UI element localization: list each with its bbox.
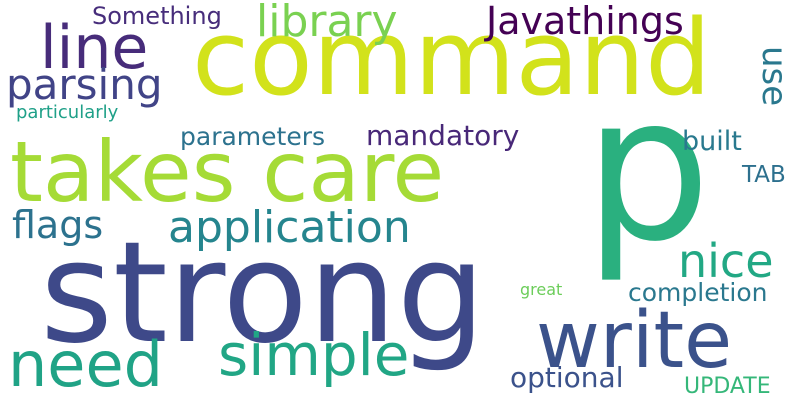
word-mandatory: mandatory [366, 122, 519, 150]
word-update: UPDATE [684, 376, 771, 398]
word-particularly: particularly [16, 104, 118, 122]
word-need: need [8, 334, 163, 396]
word-application: application [168, 206, 411, 250]
word-library: library [256, 0, 398, 44]
word-simple: simple [218, 326, 409, 384]
word-tab: TAB [742, 164, 786, 187]
word-something: Something [92, 4, 222, 28]
word-built: built [682, 128, 742, 155]
word-completion: completion [628, 280, 767, 305]
word-parsing: parsing [6, 64, 163, 106]
word-great: great [520, 282, 562, 298]
word-parameters: parameters [180, 124, 325, 149]
word-javathings: Javathings [486, 2, 684, 40]
word-flags: flags [12, 206, 103, 244]
word-use: use [757, 46, 791, 106]
word-optional: optional [510, 364, 623, 392]
